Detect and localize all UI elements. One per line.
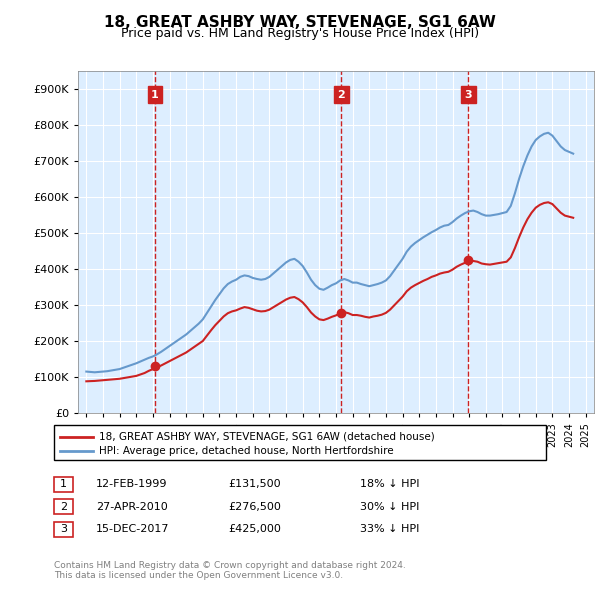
Text: 2: 2 — [337, 90, 345, 100]
Text: £276,500: £276,500 — [228, 502, 281, 512]
Text: HPI: Average price, detached house, North Hertfordshire: HPI: Average price, detached house, Nort… — [99, 447, 394, 456]
Text: 15-DEC-2017: 15-DEC-2017 — [96, 525, 170, 534]
Text: 3: 3 — [60, 525, 67, 534]
Text: 2: 2 — [60, 502, 67, 512]
Text: 18, GREAT ASHBY WAY, STEVENAGE, SG1 6AW: 18, GREAT ASHBY WAY, STEVENAGE, SG1 6AW — [104, 15, 496, 30]
Text: 33% ↓ HPI: 33% ↓ HPI — [360, 525, 419, 534]
Text: 18, GREAT ASHBY WAY, STEVENAGE, SG1 6AW (detached house): 18, GREAT ASHBY WAY, STEVENAGE, SG1 6AW … — [99, 432, 435, 441]
Text: 18% ↓ HPI: 18% ↓ HPI — [360, 480, 419, 489]
Text: HPI: Average price, detached house, North Hertfordshire: HPI: Average price, detached house, Nort… — [99, 447, 394, 456]
Text: 1: 1 — [60, 480, 67, 489]
Text: 18, GREAT ASHBY WAY, STEVENAGE, SG1 6AW (detached house): 18, GREAT ASHBY WAY, STEVENAGE, SG1 6AW … — [99, 432, 435, 441]
Text: 12-FEB-1999: 12-FEB-1999 — [96, 480, 167, 489]
Text: 3: 3 — [464, 90, 472, 100]
Text: 30% ↓ HPI: 30% ↓ HPI — [360, 502, 419, 512]
Text: £131,500: £131,500 — [228, 480, 281, 489]
Text: Contains HM Land Registry data © Crown copyright and database right 2024.
This d: Contains HM Land Registry data © Crown c… — [54, 560, 406, 580]
Text: Price paid vs. HM Land Registry's House Price Index (HPI): Price paid vs. HM Land Registry's House … — [121, 27, 479, 40]
Text: £425,000: £425,000 — [228, 525, 281, 534]
Text: 1: 1 — [151, 90, 159, 100]
Text: 27-APR-2010: 27-APR-2010 — [96, 502, 168, 512]
